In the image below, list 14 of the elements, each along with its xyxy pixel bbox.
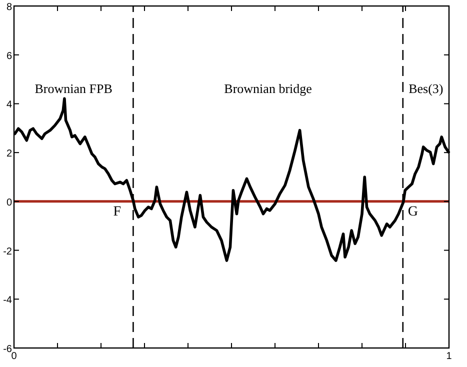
y-tick-label: -6 (3, 344, 12, 355)
y-tick-label: 2 (6, 148, 12, 160)
annotation: Brownian bridge (224, 80, 312, 96)
annotation: Bes(3) (408, 80, 444, 96)
y-tick-label: 6 (6, 50, 12, 62)
y-tick-label: -4 (3, 295, 12, 306)
ref-line-label: G (408, 204, 418, 220)
y-tick-label: -2 (3, 246, 12, 258)
x-tick-label: 1 (446, 351, 452, 362)
y-tick-label: 4 (6, 100, 12, 111)
y-tick-label: 8 (6, 2, 12, 13)
annotation: Brownian FPB (34, 80, 113, 96)
ref-line-label: F (113, 204, 122, 220)
y-tick-label: 0 (6, 197, 12, 208)
